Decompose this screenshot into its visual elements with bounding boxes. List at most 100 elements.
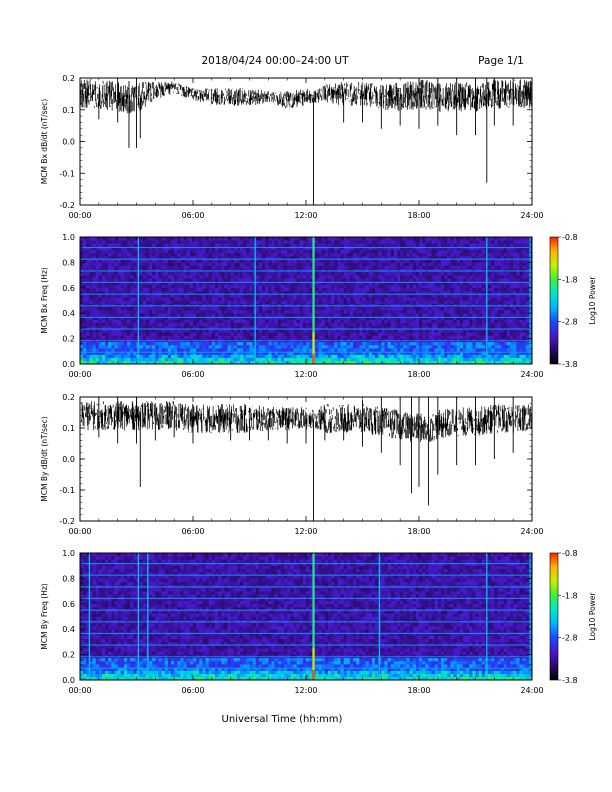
spectrogram-cell <box>89 322 93 327</box>
spectrogram-cell <box>500 265 505 270</box>
spectrogram-cell <box>105 316 109 320</box>
spectrogram-cell <box>393 357 398 362</box>
spectrogram-cell <box>324 344 329 349</box>
spectrogram-cell <box>189 332 194 336</box>
spectrogram-cell <box>387 290 392 295</box>
spectrogram-cell <box>513 290 517 295</box>
spectrogram-cell <box>299 329 304 333</box>
spectrogram-cell <box>478 325 483 330</box>
spectrogram-cell <box>425 287 429 292</box>
spectrogram-cell <box>120 322 125 327</box>
spectrogram-cell <box>211 354 216 358</box>
spectrogram-cell <box>299 294 304 298</box>
spectrogram-cell <box>494 319 498 324</box>
spectrogram-cell <box>384 319 388 324</box>
spectrogram-cell <box>472 284 476 289</box>
spectrogram-cell <box>230 256 235 260</box>
spectrogram-cell <box>164 319 169 324</box>
spectrogram-cell <box>171 360 175 365</box>
spectrogram-cell <box>83 322 87 327</box>
spectrogram-cell <box>149 360 153 365</box>
spectrogram-cell <box>233 316 238 320</box>
spectrogram-cell <box>92 316 96 320</box>
spectrogram-cell <box>120 300 125 304</box>
spectrogram-cell <box>419 354 423 358</box>
spectrogram-cell <box>108 287 112 292</box>
spectrogram-cell <box>86 348 90 352</box>
spectrogram-cell <box>227 348 231 352</box>
spectrogram-cell <box>346 300 351 304</box>
spectrogram-cell <box>268 325 272 330</box>
spectrogram-cell <box>105 284 109 289</box>
spectrogram-cell <box>133 322 137 327</box>
spectrogram-cell <box>252 360 257 365</box>
spectrogram-cell <box>280 313 285 317</box>
spectrogram-cell <box>306 348 310 352</box>
spectrogram-cell <box>101 284 106 289</box>
spectrogram-cell <box>255 354 260 358</box>
spectrogram-cell <box>98 357 103 362</box>
spectrogram-cell <box>425 354 429 358</box>
spectrogram-cell <box>214 322 219 327</box>
spectrogram-cell <box>243 357 247 362</box>
spectrogram-cell <box>415 329 420 333</box>
spectrogram-cell <box>149 265 153 270</box>
spectrogram-cell <box>488 281 492 285</box>
spectrogram-cell <box>337 278 341 282</box>
spectrogram-cell <box>177 329 181 333</box>
spectrogram-cell <box>459 287 464 292</box>
spectrogram-cell <box>180 256 184 260</box>
spectrogram-cell <box>83 341 87 346</box>
spectrogram-cell <box>233 344 238 349</box>
spectrogram-cell <box>422 322 426 327</box>
spectrogram-cell <box>437 313 442 317</box>
spectrogram-cell <box>500 275 505 279</box>
spectrogram-cell <box>255 351 260 355</box>
spectrogram-cell <box>415 259 420 263</box>
spectrogram-cell <box>346 335 351 339</box>
spectrogram-cell <box>268 284 272 289</box>
spectrogram-cell <box>167 310 172 314</box>
spectrogram-cell <box>123 256 128 260</box>
spectrogram-cell <box>262 348 266 352</box>
spectrogram-cell <box>440 297 445 301</box>
spectrogram-cell <box>230 354 235 358</box>
spectrogram-cell <box>415 351 420 355</box>
spectrogram-cell <box>397 319 401 324</box>
spectrogram-cell <box>324 262 329 266</box>
spectrogram-cell <box>111 322 115 327</box>
spectrogram-cell <box>324 300 329 304</box>
spectrogram-cell <box>309 271 313 276</box>
spectrogram-cell <box>142 300 147 304</box>
spectrogram-cell <box>375 281 379 285</box>
spectrogram-cell <box>95 348 100 352</box>
spectrogram-cell <box>431 319 435 324</box>
spectrogram-cell <box>199 278 203 282</box>
spectrogram-cell <box>497 297 501 301</box>
spectrogram-cell <box>284 313 288 317</box>
spectrogram-cell <box>265 262 269 266</box>
spectrogram-cell <box>164 271 169 276</box>
spectrogram-cell <box>378 354 382 358</box>
spectrogram-cell <box>327 306 332 311</box>
spectrogram-cell <box>133 319 137 324</box>
spectrogram-cell <box>444 284 448 289</box>
spectrogram-cell <box>208 341 213 346</box>
spectrogram-cell <box>321 256 326 260</box>
spectrogram-cell <box>425 297 429 301</box>
spectrogram-cell <box>428 357 432 362</box>
spectrogram-cell <box>384 300 388 304</box>
spectrogram-cell <box>183 351 188 355</box>
spectrogram-cell <box>252 322 257 327</box>
spectrogram-cell <box>268 256 272 260</box>
spectrogram-cell <box>164 281 169 285</box>
spectrogram-cell <box>450 313 454 317</box>
spectrogram-cell <box>428 297 432 301</box>
spectrogram-cell <box>400 322 404 327</box>
spectrogram-cell <box>255 329 260 333</box>
spectrogram-cell <box>440 325 445 330</box>
spectrogram-cell <box>343 335 348 339</box>
spectrogram-cell <box>105 344 109 349</box>
spectrogram-cell <box>277 300 282 304</box>
spectrogram-cell <box>101 351 106 355</box>
